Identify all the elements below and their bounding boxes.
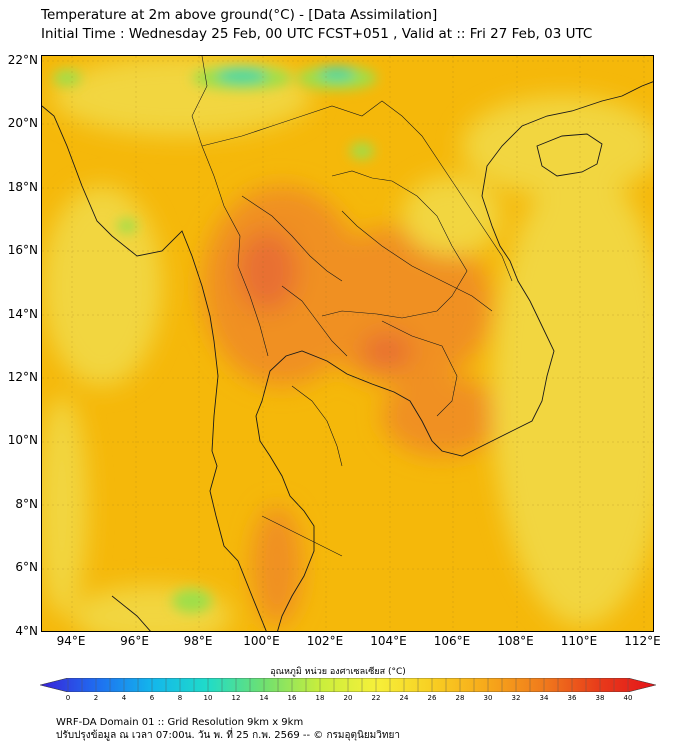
colorbar-tick: 28 (455, 694, 465, 702)
title-line-1: Temperature at 2m above ground(°C) - [Da… (41, 7, 438, 23)
colorbar-title: อุณหภูมิ หน่วย องศาเซลเซียส (°C) (270, 667, 406, 677)
lat-label: 18°N (7, 179, 38, 194)
colorbar-tick: 26 (427, 694, 437, 702)
lon-label: 96°E (120, 634, 149, 648)
colorbar-tick: 38 (595, 694, 605, 702)
lon-label: 94°E (56, 634, 86, 648)
colorbar-tick: 34 (539, 694, 549, 702)
colorbar-dividers (67, 678, 629, 692)
colorbar-tick: 36 (567, 694, 577, 702)
lat-lon-gridlines (42, 56, 653, 631)
lat-label: 14°N (7, 306, 38, 321)
footer-line-2: ปรับปรุงข้อมูล ณ เวลา 07:00น. วัน พ. ที่… (56, 730, 400, 741)
colorbar-tick: 22 (371, 694, 381, 702)
title-line-2: Initial Time : Wednesday 25 Feb, 00 UTC … (41, 26, 593, 42)
colorbar-tick: 20 (343, 694, 353, 702)
lat-label: 6°N (15, 560, 38, 575)
country-borders (191, 56, 513, 557)
lon-label: 112°E (624, 634, 661, 648)
lat-label: 16°N (7, 243, 38, 258)
lon-label: 98°E (183, 634, 213, 648)
colorbar-tick: 18 (315, 694, 325, 702)
colorbar-tick: 12 (231, 694, 241, 702)
lon-label: 110°E (560, 634, 598, 648)
lat-label: 12°N (7, 370, 38, 384)
colorbar-tick: 6 (149, 694, 155, 702)
colorbar-tick: 2 (93, 694, 99, 702)
lat-label: 22°N (7, 53, 38, 67)
colorbar-tick: 0 (65, 694, 71, 702)
colorbar-tick: 4 (121, 694, 127, 702)
colorbar-tick: 10 (203, 694, 213, 702)
lon-label: 108°E (497, 634, 534, 648)
lat-label: 8°N (15, 496, 38, 511)
colorbar-tick: 40 (623, 694, 633, 702)
cool-highland-shading (53, 66, 377, 613)
lon-label: 100°E (243, 634, 280, 648)
footer-line-1: WRF-DA Domain 01 :: Grid Resolution 9km … (56, 717, 304, 728)
coastlines (42, 81, 653, 631)
colorbar-tick: 16 (287, 694, 297, 702)
lon-label: 106°E (433, 634, 471, 648)
chart-title: Temperature at 2m above ground(°C) - [Da… (41, 6, 592, 44)
map-canvas (42, 56, 653, 631)
footer: WRF-DA Domain 01 :: Grid Resolution 9km … (56, 716, 400, 742)
lat-label: 10°N (7, 433, 38, 448)
lat-label: 4°N (15, 623, 38, 638)
temperature-map (41, 55, 654, 632)
colorbar-tick: 14 (259, 694, 269, 702)
colorbar-tick: 32 (511, 694, 521, 702)
lon-label: 104°E (370, 634, 407, 648)
lat-label: 20°N (7, 116, 38, 131)
colorbar (40, 678, 656, 692)
colorbar-tick: 8 (177, 694, 183, 702)
colorbar-tick: 30 (483, 694, 493, 702)
colorbar-tick: 24 (399, 694, 409, 702)
lon-label: 102°E (306, 634, 344, 648)
